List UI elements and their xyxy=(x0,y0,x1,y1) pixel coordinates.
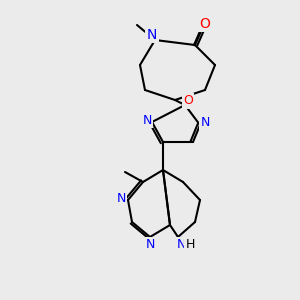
Text: N: N xyxy=(147,28,157,42)
Text: O: O xyxy=(200,17,210,31)
Text: O: O xyxy=(183,94,193,107)
Text: N: N xyxy=(145,238,155,251)
Text: N: N xyxy=(142,113,152,127)
Text: N: N xyxy=(176,238,186,251)
Text: H: H xyxy=(185,238,195,251)
Text: N: N xyxy=(116,191,126,205)
Text: N: N xyxy=(200,116,210,130)
